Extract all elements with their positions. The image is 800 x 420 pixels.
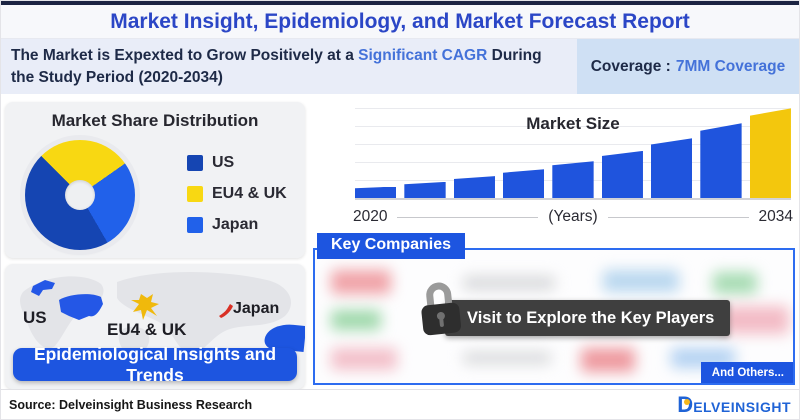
eu-map-icon: [131, 294, 159, 320]
explore-key-players-cta[interactable]: Visit to Explore the Key Players: [445, 300, 731, 336]
bar-8: [700, 123, 742, 198]
map-label-us: US: [23, 308, 47, 327]
geography-map-panel: US EU4 & UK Japan Epidemiological Insigh…: [5, 264, 305, 389]
key-companies-header: Key Companies: [317, 233, 466, 259]
subtitle-row: The Market is Expexted to Grow Positivel…: [1, 39, 799, 94]
legend-swatch: [187, 186, 203, 202]
header: Market Insight, Epidemiology, and Market…: [1, 5, 799, 39]
market-share-panel: Market Share Distribution US EU4 & UK Japa…: [5, 102, 305, 258]
legend-item-us: US: [187, 154, 287, 172]
market-size-chart: Market Size 2020 (Years) 2034: [353, 100, 793, 228]
legend-item-eu4-uk: EU4 & UK: [187, 185, 287, 203]
subtitle-post: During the Study Period (2020-2034): [11, 47, 542, 87]
market-share-donut-chart: [25, 140, 135, 250]
page-title: Market Insight, Epidemiology, and Market…: [110, 10, 690, 33]
and-others-badge: And Others...: [700, 362, 793, 383]
market-size-title: Market Size: [526, 114, 620, 133]
blurred-company-logo: [463, 276, 555, 290]
map-label-japan: Japan: [233, 300, 280, 317]
legend-label: EU4 & UK: [212, 185, 287, 202]
blurred-company-logo: [331, 310, 381, 330]
market-size-bars: [355, 106, 791, 200]
logo-dot-icon: [684, 398, 691, 405]
japan-map-icon: [219, 304, 233, 318]
market-share-title: Market Share Distribution: [51, 111, 259, 130]
subtitle-text: The Market is Expexted to Grow Positivel…: [1, 39, 577, 94]
map-label-eu: EU4 & UK: [107, 320, 187, 339]
legend-swatch: [187, 155, 203, 171]
bar-3: [453, 176, 495, 198]
key-companies-section: Key Companies Visit to Explore the Key P…: [313, 233, 795, 385]
blurred-company-logo: [713, 272, 757, 294]
legend-item-japan: Japan: [187, 216, 287, 234]
blurred-company-logo: [723, 306, 789, 334]
blurred-company-logo: [581, 348, 635, 372]
footer: Source: Delveinsight Business Research D…: [1, 389, 799, 419]
axis-line-right: [607, 216, 749, 218]
bar-1: [355, 186, 397, 198]
blurred-company-logo: [603, 270, 679, 292]
x-axis: 2020 (Years) 2034: [353, 208, 793, 226]
legend-swatch: [187, 217, 203, 233]
us-map-icon: [31, 280, 103, 320]
coverage-label: Coverage :: [590, 57, 671, 75]
bar-2: [404, 181, 446, 198]
axis-line-left: [397, 216, 539, 218]
x-axis-title: (Years): [548, 208, 598, 225]
subtitle-pre: The Market is Expexted to Grow Positivel…: [11, 47, 359, 64]
legend-label: US: [212, 154, 235, 171]
coverage-box: Coverage : 7MM Coverage: [577, 39, 799, 94]
logo-text: ELVEINSIGHT: [693, 398, 791, 415]
blurred-company-logo: [331, 348, 397, 370]
donut-hole: [65, 180, 95, 210]
left-column: Market Share Distribution US EU4 & UK Japa…: [1, 94, 307, 391]
main-content: Market Share Distribution US EU4 & UK Japa…: [1, 94, 799, 391]
market-share-legend: US EU4 & UK Japan: [187, 154, 287, 234]
bar-6: [601, 150, 643, 198]
top-border: [1, 1, 799, 5]
lock-icon: [421, 282, 462, 336]
delveinsight-logo: D ELVEINSIGHT: [677, 393, 791, 416]
right-column: Market Size 2020 (Years) 2034 Key Compan…: [307, 94, 799, 391]
blurred-company-logo: [463, 352, 551, 364]
bar-7: [650, 138, 693, 198]
bar-5: [552, 161, 594, 198]
x-axis-end-label: 2034: [758, 208, 793, 225]
key-companies-box: Visit to Explore the Key Players And Oth…: [313, 248, 795, 385]
subtitle-highlight: Significant CAGR: [358, 47, 488, 64]
coverage-value: 7MM Coverage: [675, 57, 786, 75]
logo-letter-d: D: [677, 393, 693, 416]
bar-4: [502, 169, 545, 198]
epidemiological-insights-button[interactable]: Epidemiological Insights and Trends: [13, 344, 297, 385]
bar-9: [749, 108, 791, 198]
source-text: Source: Delveinsight Business Research: [9, 397, 253, 412]
blurred-company-logo: [331, 270, 391, 294]
legend-label: Japan: [212, 216, 259, 233]
x-axis-start-label: 2020: [353, 208, 388, 225]
